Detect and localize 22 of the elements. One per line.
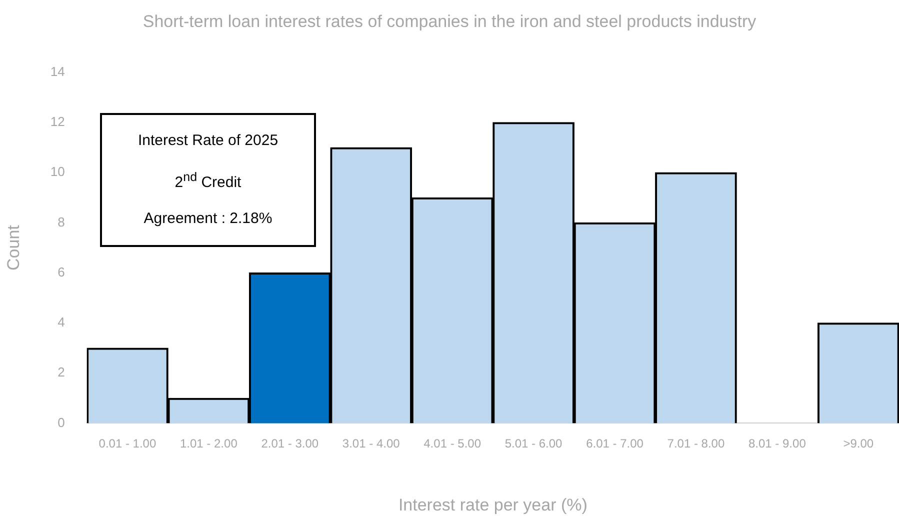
y-tick-label: 4: [58, 314, 65, 330]
x-tick-label: 1.01 - 2.00: [180, 436, 238, 451]
y-tick-label: 8: [58, 214, 65, 230]
x-tick-label: 4.01 - 5.00: [424, 436, 482, 451]
y-tick-label: 12: [50, 114, 65, 130]
x-tick-label: 6.01 - 7.00: [586, 436, 644, 451]
y-tick-label: 0: [58, 414, 65, 430]
y-tick-label: 10: [50, 164, 65, 180]
x-axis-title: Interest rate per year (%): [398, 495, 588, 514]
x-tick-label: 2.01 - 3.00: [261, 436, 319, 451]
callout-box: Interest Rate of 2025 2$^{nd}$ Credit Agreement : 2.18%: [100, 113, 316, 247]
y-tick-label: 14: [50, 64, 65, 79]
x-tick-label: 5.01 - 6.00: [504, 436, 563, 451]
y-axis-title: Count: [4, 224, 23, 270]
y-tick-label: 6: [58, 264, 65, 280]
y-tick-label: 2: [58, 364, 65, 380]
chart-title: Short-term loan interest rates of companies in the iron and steel products industry: [142, 12, 757, 31]
x-tick-label: 0.01 - 1.00: [98, 436, 156, 451]
x-tick-label: 7.01 - 8.00: [667, 436, 725, 451]
x-tick-label: 8.01 - 9.00: [748, 436, 806, 451]
x-tick-label: >9.00: [843, 436, 874, 451]
x-tick-label: 3.01 - 4.00: [342, 436, 400, 451]
